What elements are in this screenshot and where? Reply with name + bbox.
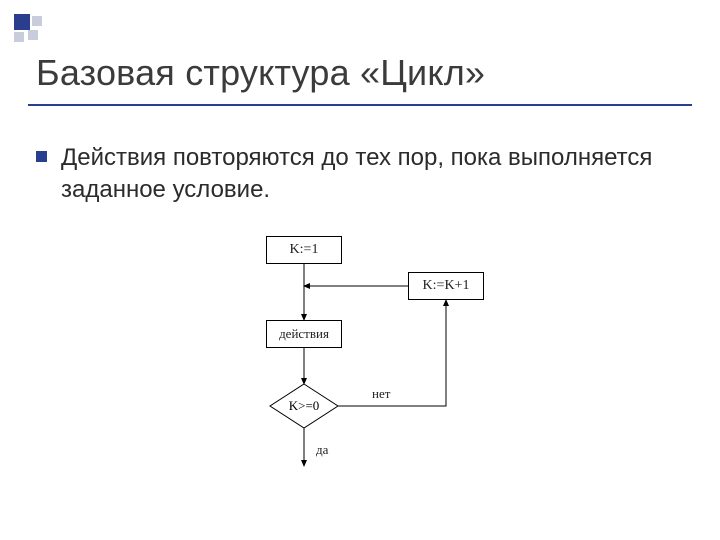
flow-node-label-cond: K>=0 [289,398,320,413]
title-underline [28,104,692,106]
flow-node-actions: действия [266,320,342,348]
flow-node-init: K:=1 [266,236,342,264]
flow-edge-label: да [316,442,328,458]
slide-title: Базовая структура «Цикл» [36,52,485,94]
bullet-marker-icon [36,151,47,162]
flow-edge-label: нет [372,386,390,402]
flow-node-inc: K:=K+1 [408,272,484,300]
bullet-text: Действия повторяются до тех пор, пока вы… [61,142,676,205]
flowchart-diagram: K>=0 K:=1 K:=K+1 действия нет да [236,236,536,486]
flow-edge [338,300,446,406]
decor-square [32,16,42,26]
decor-square [14,14,30,30]
bullet-item: Действия повторяются до тех пор, пока вы… [36,142,676,205]
flowchart-svg: K>=0 [236,236,536,486]
decor-square [14,32,24,42]
decor-square [28,30,38,40]
slide: Базовая структура «Цикл» Действия повтор… [0,0,720,540]
